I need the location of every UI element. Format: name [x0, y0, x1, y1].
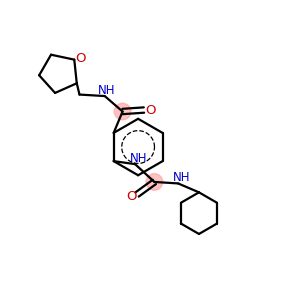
Text: O: O: [145, 103, 156, 116]
Text: NH: NH: [130, 152, 147, 165]
Text: NH: NH: [98, 84, 115, 97]
Circle shape: [146, 174, 163, 190]
Text: O: O: [76, 52, 86, 65]
Text: NH: NH: [173, 171, 190, 184]
Text: O: O: [127, 190, 137, 203]
Circle shape: [114, 103, 131, 120]
